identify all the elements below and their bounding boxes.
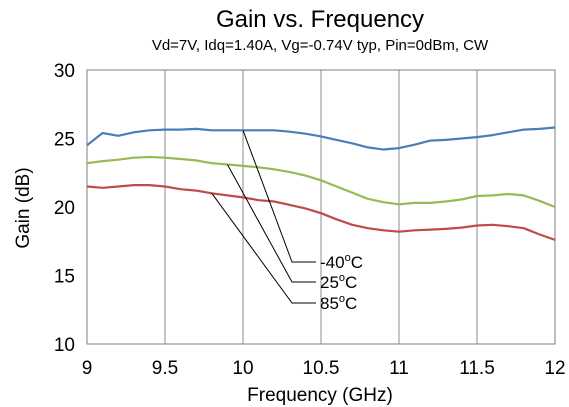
series-line-2 bbox=[86, 184, 556, 241]
series-annotation-label: 25oC bbox=[320, 272, 357, 292]
y-tick-labels: 10 15 20 25 30 bbox=[54, 61, 75, 356]
annotation-degree: o bbox=[339, 293, 345, 305]
annotation-value: 25 bbox=[320, 273, 339, 292]
annotation-leader-line bbox=[211, 193, 316, 304]
x-tick-label: 11 bbox=[389, 358, 409, 379]
x-tick-label: 10.5 bbox=[303, 358, 340, 379]
y-axis-label: Gain (dB) bbox=[13, 167, 34, 248]
y-tick-label: 15 bbox=[54, 267, 75, 288]
series-line-1 bbox=[86, 155, 556, 209]
x-tick-label: 11.5 bbox=[459, 358, 495, 379]
data-series bbox=[86, 126, 556, 241]
y-tick-label: 20 bbox=[54, 198, 75, 219]
annotation-unit: C bbox=[345, 294, 357, 313]
x-tick-label: 10 bbox=[232, 358, 253, 379]
x-tick-label: 12 bbox=[544, 358, 565, 379]
x-tick-label: 9.5 bbox=[152, 358, 178, 379]
y-tick-label: 10 bbox=[54, 335, 75, 356]
chart-title: Gain vs. Frequency bbox=[216, 6, 424, 33]
x-tick-label: 9 bbox=[82, 358, 93, 379]
annotation-value: -40 bbox=[320, 253, 345, 272]
annotation-degree: o bbox=[339, 272, 345, 284]
series-annotation-label: -40oC bbox=[320, 252, 363, 272]
annotation-unit: C bbox=[345, 273, 357, 292]
annotation-unit: C bbox=[351, 253, 363, 272]
annotation-leader-line bbox=[242, 130, 316, 263]
series-annotation-label: 85oC bbox=[320, 293, 357, 313]
x-tick-labels: 9 9.5 10 10.5 11 11.5 12 bbox=[82, 358, 566, 379]
y-tick-label: 25 bbox=[54, 130, 75, 151]
series-line-0 bbox=[86, 126, 556, 151]
vertical-gridlines bbox=[164, 70, 478, 344]
x-axis-label: Frequency (GHz) bbox=[247, 385, 393, 406]
annotation-degree: o bbox=[345, 252, 351, 264]
chart-subtitle: Vd=7V, Idq=1.40A, Vg=-0.74V typ, Pin=0dB… bbox=[152, 37, 489, 54]
annotation-value: 85 bbox=[320, 294, 339, 313]
annotation-leader-line bbox=[226, 164, 316, 283]
y-tick-label: 30 bbox=[54, 61, 75, 82]
